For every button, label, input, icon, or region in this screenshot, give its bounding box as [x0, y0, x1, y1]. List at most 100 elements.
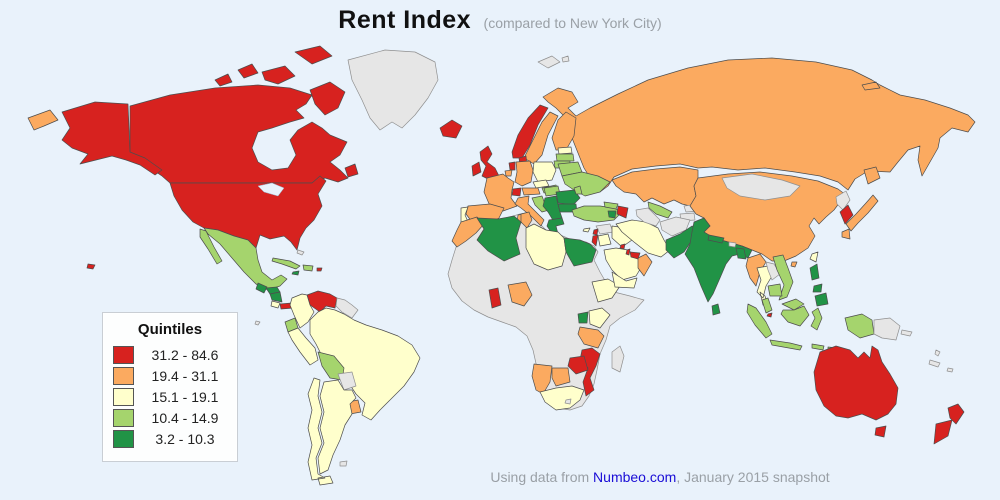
country-qatar[interactable] — [625, 248, 631, 256]
country-north-korea[interactable] — [835, 190, 851, 211]
country-uzbekistan[interactable] — [647, 201, 673, 219]
country-austria[interactable] — [521, 187, 541, 196]
country-romania[interactable] — [555, 189, 581, 206]
country-ukraine[interactable] — [561, 171, 611, 197]
country-paraguay[interactable] — [337, 371, 357, 391]
country-algeria[interactable] — [476, 215, 522, 262]
country-japan[interactable] — [841, 166, 881, 240]
country-sri-lanka[interactable] — [711, 303, 721, 316]
country-russia-chukotka[interactable] — [27, 109, 59, 131]
country-bhutan[interactable] — [728, 241, 737, 248]
country-moldova[interactable] — [573, 185, 583, 195]
country-new-zealand[interactable] — [933, 403, 965, 445]
country-myanmar[interactable] — [745, 253, 767, 287]
country-svalbard[interactable] — [537, 55, 570, 69]
country-lesotho[interactable] — [564, 398, 572, 405]
country-turkey[interactable] — [571, 205, 623, 223]
country-uganda[interactable] — [577, 311, 589, 324]
country-kenya[interactable] — [588, 307, 611, 329]
country-jordan[interactable] — [597, 233, 612, 247]
country-georgia[interactable] — [603, 201, 619, 210]
country-lebanon[interactable] — [592, 228, 599, 236]
country-guatemala[interactable] — [255, 282, 268, 294]
country-philippines[interactable] — [809, 263, 829, 307]
country-germany[interactable] — [514, 160, 534, 187]
country-new-caledonia[interactable] — [928, 359, 941, 368]
country-venezuela[interactable] — [306, 290, 338, 313]
country-peru[interactable] — [287, 327, 319, 366]
country-malaysia[interactable] — [761, 297, 805, 314]
country-cambodia[interactable] — [767, 283, 783, 297]
country-yemen[interactable] — [611, 271, 638, 289]
country-syria[interactable] — [595, 223, 614, 235]
country-usa[interactable] — [61, 101, 327, 270]
country-costa-rica[interactable] — [270, 300, 281, 309]
country-india[interactable] — [684, 217, 753, 303]
country-tunisia[interactable] — [520, 211, 533, 229]
country-ethiopia[interactable] — [591, 278, 621, 303]
country-armenia[interactable] — [607, 210, 617, 219]
country-azerbaijan[interactable] — [616, 205, 629, 219]
country-galapagos[interactable] — [254, 320, 261, 326]
country-dominican-republic[interactable] — [302, 264, 314, 272]
country-ireland[interactable] — [471, 161, 482, 177]
country-belgium[interactable] — [504, 169, 513, 177]
country-oman[interactable] — [637, 253, 653, 277]
country-france[interactable] — [483, 173, 518, 212]
country-mexico[interactable] — [199, 227, 288, 291]
country-madagascar[interactable] — [611, 345, 625, 373]
country-iceland[interactable] — [439, 119, 463, 139]
country-nicaragua[interactable] — [269, 291, 283, 303]
country-south-africa[interactable] — [539, 385, 585, 411]
country-canada[interactable] — [129, 45, 359, 184]
country-mongolia[interactable] — [721, 173, 801, 201]
country-puerto-rico[interactable] — [316, 267, 323, 272]
country-cyprus[interactable] — [582, 227, 591, 233]
country-nepal[interactable] — [707, 234, 725, 244]
region-guyanas[interactable] — [335, 297, 359, 319]
country-botswana[interactable] — [551, 367, 571, 387]
country-sweden[interactable] — [523, 111, 559, 165]
country-falkland-islands[interactable] — [339, 460, 348, 467]
country-colombia[interactable] — [289, 293, 315, 329]
country-vanuatu[interactable] — [934, 349, 941, 357]
country-laos[interactable] — [765, 261, 781, 281]
country-greenland[interactable] — [347, 49, 439, 131]
country-fiji[interactable] — [946, 367, 954, 373]
country-zimbabwe[interactable] — [567, 355, 589, 375]
numbeo-link[interactable]: Numbeo.com — [593, 469, 677, 485]
country-finland[interactable] — [551, 111, 577, 151]
country-australia[interactable] — [813, 345, 899, 438]
country-egypt[interactable] — [563, 237, 597, 267]
country-nigeria[interactable] — [507, 281, 533, 307]
country-singapore[interactable] — [766, 312, 773, 318]
country-kazakhstan[interactable] — [611, 166, 699, 207]
country-tanzania[interactable] — [577, 326, 605, 349]
country-vietnam[interactable] — [772, 254, 794, 301]
country-switzerland[interactable] — [511, 187, 522, 197]
country-bahamas[interactable] — [296, 249, 305, 256]
country-portugal[interactable] — [460, 206, 470, 225]
country-argentina[interactable] — [317, 379, 357, 475]
country-uk[interactable] — [479, 145, 500, 181]
country-papua-new-guinea[interactable] — [873, 317, 913, 341]
country-taiwan[interactable] — [809, 251, 819, 263]
country-indonesia[interactable] — [746, 303, 875, 353]
country-turkmenistan[interactable] — [635, 207, 661, 227]
country-czech-republic[interactable] — [532, 179, 550, 189]
country-chile[interactable] — [307, 377, 334, 486]
country-estonia[interactable] — [557, 146, 573, 155]
country-cuba[interactable] — [271, 257, 301, 270]
country-israel[interactable] — [591, 234, 599, 247]
country-jamaica[interactable] — [291, 270, 300, 276]
country-ghana[interactable] — [488, 287, 502, 309]
country-poland[interactable] — [532, 161, 557, 183]
country-latvia[interactable] — [555, 153, 575, 162]
country-kuwait[interactable] — [619, 243, 626, 250]
country-netherlands[interactable] — [508, 161, 516, 171]
country-bangladesh[interactable] — [735, 247, 747, 260]
country-south-korea[interactable] — [839, 204, 854, 225]
country-uae[interactable] — [629, 251, 641, 260]
country-norway[interactable] — [511, 104, 549, 159]
